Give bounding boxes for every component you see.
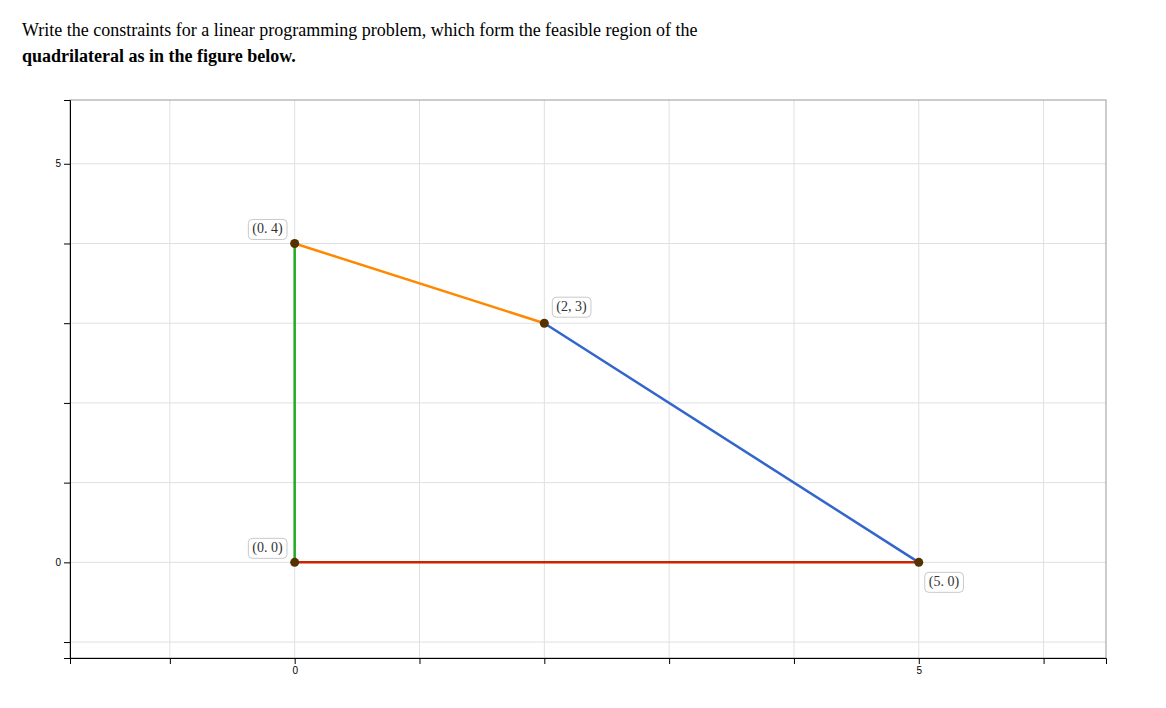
y-axis: 05 <box>55 101 70 659</box>
y-axis-line <box>64 101 71 659</box>
vertex-label: (5. 0) <box>925 572 964 592</box>
vertex <box>290 239 299 248</box>
segment <box>293 243 296 562</box>
x-axis-tick: 0 <box>292 658 298 676</box>
vertex <box>540 319 549 328</box>
vertex-label-text: (0. 0) <box>252 540 283 556</box>
grid <box>70 100 1106 658</box>
x-axis: 05 <box>71 658 1107 676</box>
vertex-label-box <box>248 538 287 558</box>
vertex <box>914 558 923 567</box>
x-axis-tick <box>544 658 545 664</box>
segment <box>295 243 545 323</box>
vertex-label-text: (2, 3) <box>556 299 587 315</box>
y-axis-tick <box>64 403 70 404</box>
grid-line-y <box>70 642 1106 643</box>
y-axis-tick-label: 0 <box>55 557 61 568</box>
vertex-label-box <box>925 572 964 592</box>
grid-line-y <box>70 323 1106 324</box>
segment <box>295 561 919 564</box>
x-axis-tick-label: 0 <box>292 665 298 676</box>
x-axis-tick-mark <box>419 658 420 664</box>
y-axis-tick-mark <box>64 243 70 244</box>
x-axis-tick-mark <box>919 658 920 664</box>
segment <box>544 323 918 562</box>
y-axis-tick-mark <box>64 323 70 324</box>
chart: Write the constraints for a linear progr… <box>0 0 1166 708</box>
y-axis-tick-mark <box>64 403 70 404</box>
plot: 0505(0. 4)(2, 3)(5. 0)(0. 0) <box>55 100 1106 676</box>
vertex-label-box <box>552 297 591 317</box>
grid-line-x <box>169 100 170 658</box>
x-axis-tick-label: 5 <box>916 665 922 676</box>
x-axis-tick-mark <box>170 658 171 664</box>
y-axis-tick: 5 <box>55 158 70 169</box>
plot-frame <box>70 100 1106 658</box>
x-axis-tick-mark <box>1044 658 1045 664</box>
annotations: (0. 4) (2, 3) (5. 0) (0. 0) <box>248 219 963 592</box>
x-axis-tick <box>419 658 420 664</box>
y-axis-tick-mark <box>64 562 70 563</box>
vertex <box>290 558 299 567</box>
x-axis-tick <box>794 658 795 664</box>
vertex-label-text: (5. 0) <box>929 574 960 590</box>
x-axis-tick: 5 <box>916 658 922 676</box>
y-axis-tick: 0 <box>55 557 70 568</box>
grid-line-x <box>669 100 670 658</box>
grid-line-x <box>1043 100 1044 658</box>
y-axis-tick <box>64 483 70 484</box>
x-axis-tick <box>1044 658 1045 664</box>
vertex-label: (0. 0) <box>248 538 287 558</box>
y-axis-tick <box>64 243 70 244</box>
y-axis-tick-mark <box>64 483 70 484</box>
grid-line-x <box>918 100 919 658</box>
grid-line-y <box>70 243 1106 244</box>
grid-line-y <box>70 402 1106 403</box>
vertex-label: (2, 3) <box>552 297 591 317</box>
grid-line-y <box>70 562 1106 563</box>
grid-line-x <box>544 100 545 658</box>
vertex-label: (0. 4) <box>248 219 287 239</box>
grid-line-y <box>70 482 1106 483</box>
vertex-label-text: (0. 4) <box>252 221 283 237</box>
x-axis-tick <box>170 658 171 664</box>
grid-line-x <box>294 100 295 658</box>
grid-line-y <box>70 163 1106 164</box>
x-axis-tick-mark <box>669 658 670 664</box>
marks <box>290 239 923 567</box>
x-axis-line <box>71 659 1107 665</box>
grid-line-x <box>793 100 794 658</box>
y-axis-tick-mark <box>64 164 70 165</box>
y-axis-tick-mark <box>64 642 70 643</box>
subtitle: quadrilateral as in the figure below. <box>22 46 296 66</box>
x-axis-tick <box>669 658 670 664</box>
y-axis-tick-label: 5 <box>55 158 61 169</box>
y-axis-tick <box>64 642 70 643</box>
x-axis-tick-mark <box>794 658 795 664</box>
vertex-label-box <box>248 219 287 239</box>
x-axis-tick-mark <box>544 658 545 664</box>
y-axis-tick <box>64 323 70 324</box>
x-axis-tick-mark <box>295 658 296 664</box>
grid-line-x <box>419 100 420 658</box>
title: Write the constraints for a linear progr… <box>22 20 698 40</box>
